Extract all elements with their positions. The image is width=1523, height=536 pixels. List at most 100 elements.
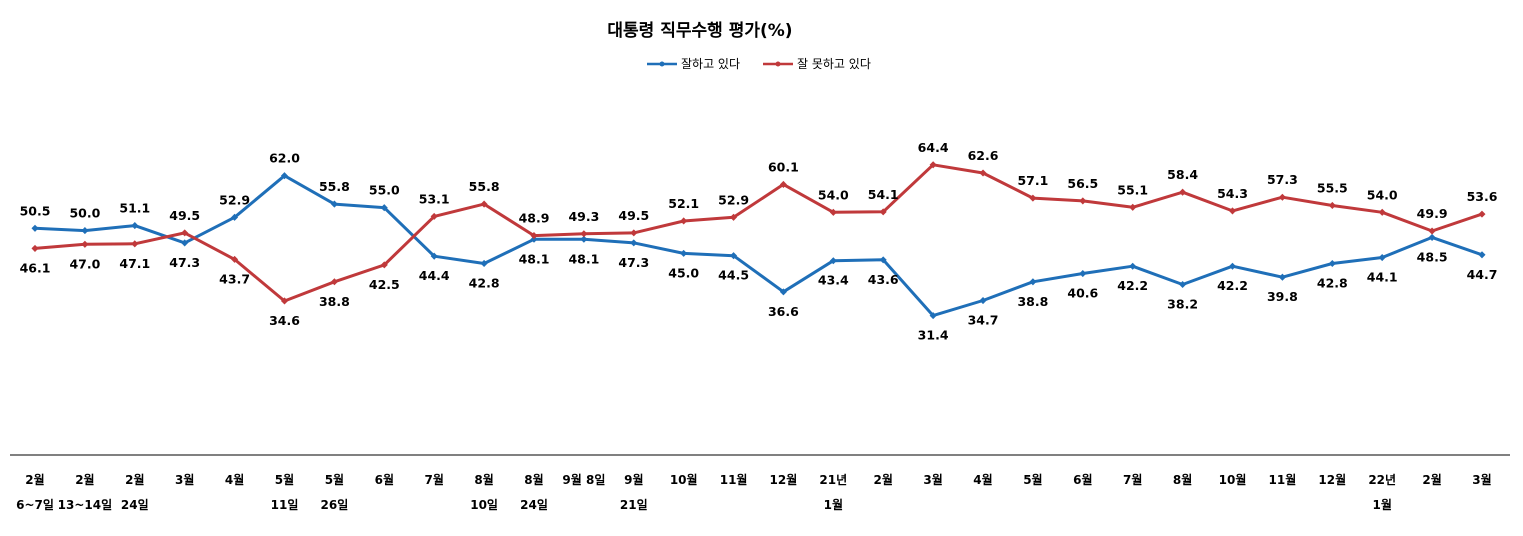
data-label-good: 62.0 (269, 151, 300, 166)
x-tick-label: 26일 (321, 498, 349, 512)
series-point-bad (1179, 188, 1187, 196)
data-label-bad: 55.1 (1117, 182, 1148, 197)
data-label-good: 34.7 (968, 313, 999, 328)
legend-label-bad: 잘 못하고 있다 (797, 57, 871, 71)
x-tick-label: 2월 (874, 472, 893, 487)
x-tick-label: 10월 (670, 472, 698, 487)
data-label-bad: 54.1 (868, 187, 899, 202)
series-point-good (730, 252, 738, 260)
series-point-bad (81, 240, 89, 248)
series-point-good (879, 256, 887, 264)
legend-label-good: 잘하고 있다 (681, 57, 740, 71)
legend-marker-good (659, 61, 665, 67)
series-point-bad (730, 213, 738, 221)
data-label-good: 39.8 (1267, 289, 1298, 304)
series-point-bad (1478, 210, 1486, 218)
data-label-bad: 54.0 (818, 187, 849, 202)
x-tick-label: 3월 (1472, 472, 1491, 487)
x-tick-label: 12월 (770, 472, 798, 487)
data-label-good: 52.9 (219, 192, 250, 207)
data-label-bad: 54.3 (1217, 186, 1248, 201)
data-label-good: 47.3 (169, 255, 200, 270)
series-line-good (34, 174, 1483, 318)
data-label-bad: 52.9 (718, 192, 749, 207)
data-label-good: 48.1 (519, 251, 550, 266)
legend-marker-bad (775, 61, 781, 67)
data-label-bad: 47.0 (69, 256, 100, 271)
data-label-good: 43.6 (868, 272, 899, 287)
series-point-good (1478, 251, 1486, 259)
series-point-bad (1378, 208, 1386, 216)
x-tick-label: 1월 (824, 497, 843, 512)
x-tick-label: 6월 (1073, 472, 1092, 487)
data-label-bad: 53.1 (419, 191, 450, 206)
series-point-bad (630, 229, 638, 237)
data-label-good: 42.8 (1317, 276, 1348, 291)
data-label-good: 42.8 (469, 276, 500, 291)
x-tick-label: 24일 (520, 498, 548, 512)
x-tick-label: 11일 (271, 498, 299, 512)
series-point-good (979, 296, 987, 305)
data-label-good: 40.6 (1067, 286, 1098, 301)
data-label-bad: 54.0 (1367, 187, 1398, 202)
series-point-bad (1278, 193, 1286, 201)
series-point-bad (779, 180, 787, 188)
x-tick-label: 21년 (819, 473, 847, 487)
data-label-good: 47.3 (618, 255, 649, 270)
data-label-bad: 53.6 (1467, 189, 1498, 204)
data-label-bad: 38.8 (319, 294, 350, 309)
x-axis-ticks: 2월 6~7일 2월 13~14일 2월 24일 3월 4월 5월 11일 5월 26일 6월 7월 8월 1… (16, 472, 1492, 512)
x-tick-label: 3월 (923, 472, 942, 487)
series-line-bad (34, 163, 1483, 303)
series-point-good (231, 213, 239, 221)
data-label-bad: 42.5 (369, 277, 400, 292)
x-tick-label: 6월 (375, 472, 394, 487)
x-tick-label: 2월 (75, 472, 94, 487)
x-tick-label: 8월 (524, 472, 543, 487)
x-tick-label: 11월 (720, 472, 748, 487)
data-label-bad: 34.6 (269, 313, 300, 328)
x-tick-label: 3월 (175, 472, 194, 487)
x-tick-label: 7월 (1123, 472, 1142, 487)
legend-item-bad: 잘 못하고 있다 (763, 57, 871, 71)
data-label-bad: 57.3 (1267, 172, 1298, 187)
series-point-bad (680, 217, 688, 225)
series-point-good (779, 288, 787, 296)
data-label-bad: 48.9 (519, 211, 550, 226)
series-point-good (31, 224, 39, 232)
x-tick-label: 24일 (121, 498, 149, 512)
data-label-good: 48.1 (568, 251, 599, 266)
plot-area: 50.5 50.0 51.1 47.3 52.9 62.0 55.8 55.0 44.4 42.8… (20, 140, 1498, 343)
x-tick-label: 13~14일 (58, 498, 113, 512)
series-point-good (630, 239, 638, 247)
data-label-bad: 55.8 (469, 179, 500, 194)
x-tick-label: 9월 8일 (562, 472, 605, 487)
series-point-bad (330, 278, 338, 286)
data-label-good: 42.2 (1217, 278, 1248, 293)
data-label-good: 31.4 (918, 328, 949, 343)
data-label-bad: 64.4 (918, 140, 949, 155)
x-tick-label: 4월 (225, 472, 244, 487)
data-label-bad: 47.1 (119, 256, 150, 271)
series-point-bad (181, 229, 189, 237)
legend: 잘하고 있다 잘 못하고 있다 (647, 57, 871, 71)
series-point-bad (1029, 194, 1037, 202)
data-label-bad: 43.7 (219, 271, 250, 286)
series-point-good (81, 227, 89, 235)
series-point-bad (480, 200, 488, 208)
data-label-bad: 58.4 (1167, 167, 1198, 182)
x-tick-label: 8월 (1173, 472, 1192, 487)
data-label-good: 51.1 (119, 201, 150, 216)
data-label-bad: 49.5 (618, 208, 649, 223)
data-label-good: 42.2 (1117, 278, 1148, 293)
x-tick-label: 12월 (1318, 472, 1346, 487)
series-point-good (1328, 259, 1336, 268)
data-label-good: 48.5 (1417, 249, 1448, 264)
data-label-bad: 60.1 (768, 159, 799, 174)
x-tick-label: 22년 (1368, 473, 1396, 487)
data-label-good: 38.2 (1167, 297, 1198, 312)
data-label-good: 55.8 (319, 179, 350, 194)
data-label-bad: 49.9 (1417, 206, 1448, 221)
data-label-bad: 56.5 (1067, 176, 1098, 191)
